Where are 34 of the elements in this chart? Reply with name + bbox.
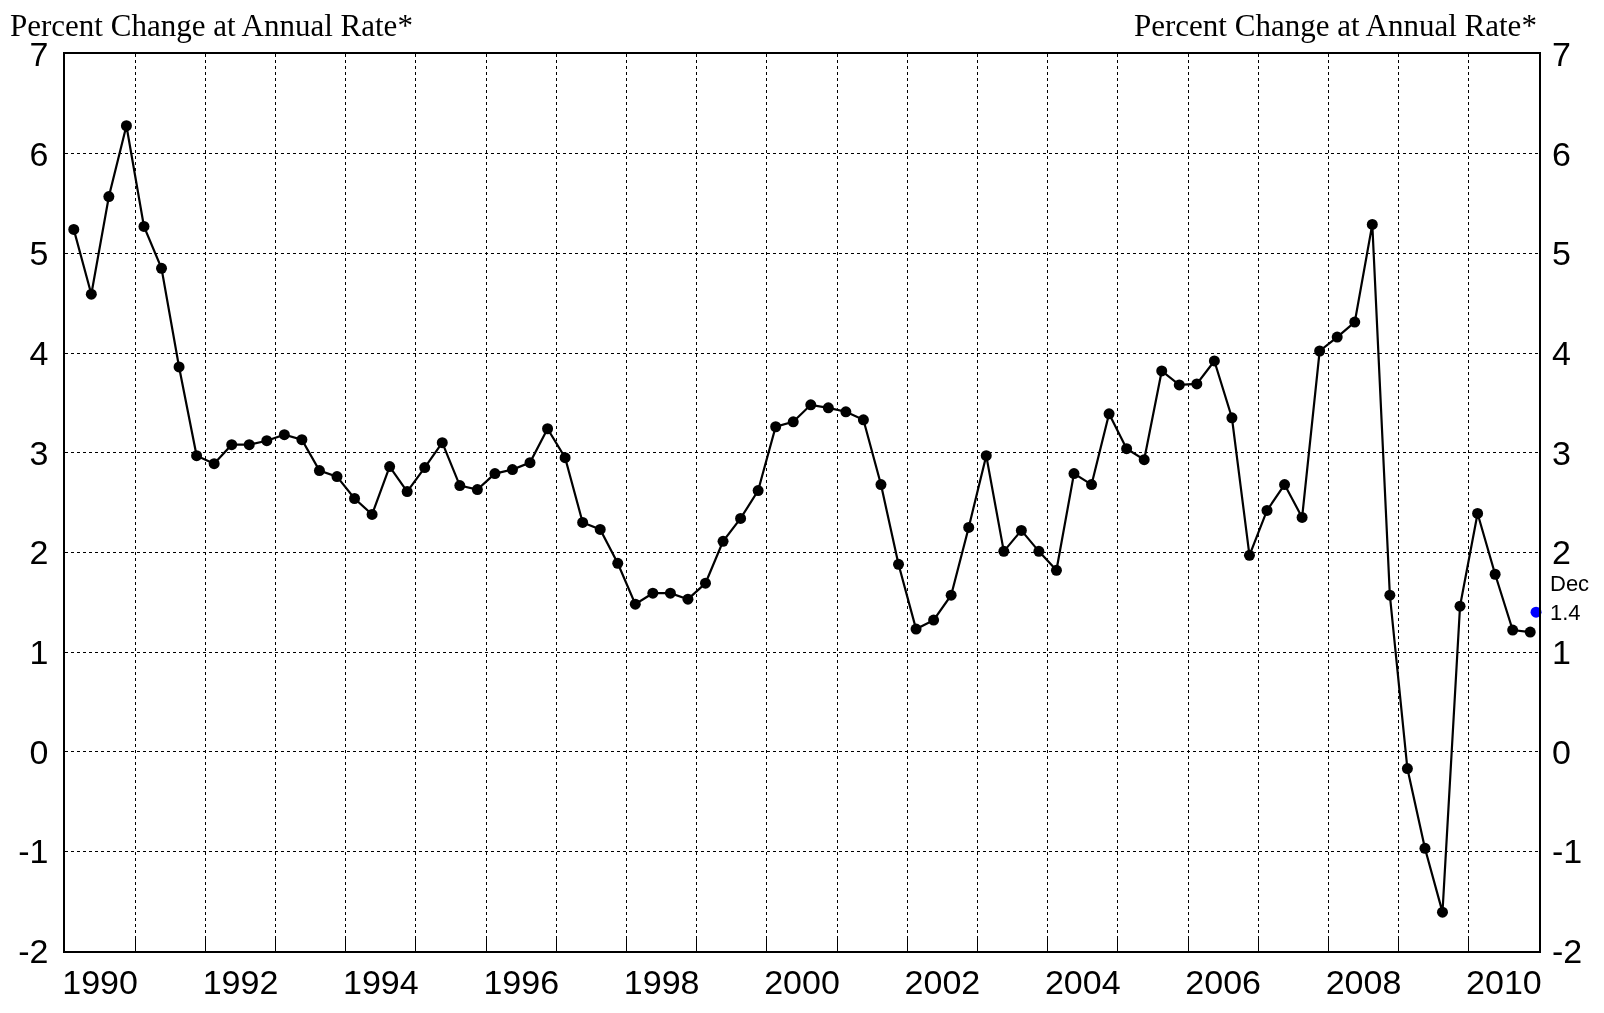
y2-tick-label: -1 — [1552, 832, 1583, 871]
y-tick-label: 3 — [29, 433, 49, 472]
y-tick-label: 4 — [29, 333, 49, 372]
y-tick-label: 2 — [29, 533, 49, 572]
x-tick-label: 1996 — [483, 962, 560, 1001]
x-tick-label: 2010 — [1466, 962, 1542, 1001]
y-tick-label: 0 — [29, 732, 49, 771]
y2-tick-label: 4 — [1552, 333, 1571, 372]
x-tick-label: 1998 — [623, 962, 700, 1001]
y2-tick-label: -2 — [1552, 931, 1583, 970]
x-tick-label: 2008 — [1325, 962, 1402, 1001]
y2-tick-label: 5 — [1552, 234, 1571, 273]
x-tick-label: 1992 — [202, 962, 279, 1001]
x-tick-label: 1990 — [62, 962, 138, 1001]
x-tick-label: 2004 — [1044, 962, 1121, 1001]
y2-tick-label: 6 — [1552, 134, 1571, 173]
y-axis-title: Percent Change at Annual Rate* — [10, 8, 413, 43]
annotation: Dec — [1550, 571, 1590, 596]
y2-tick-label: 7 — [1552, 34, 1571, 73]
x-tick-label: 2000 — [764, 962, 840, 1001]
y-tick-label: 1 — [29, 632, 49, 671]
x-tick-label: 2002 — [904, 962, 981, 1001]
y2-tick-label: 3 — [1552, 433, 1571, 472]
y-tick-label: 5 — [29, 234, 49, 273]
data-label: 1.4 — [1550, 600, 1581, 625]
x-tick-label: 1994 — [343, 962, 419, 1001]
y2-tick-label: 2 — [1552, 533, 1571, 572]
y2-axis-title: Percent Change at Annual Rate* — [1134, 8, 1537, 43]
y2-tick-label: 1 — [1552, 632, 1571, 671]
x-tick-label: 2006 — [1185, 962, 1261, 1001]
y-tick-label: -1 — [18, 832, 49, 871]
y2-tick-label: 0 — [1552, 732, 1571, 771]
y-tick-label: 6 — [29, 134, 49, 173]
y-tick-label: -2 — [18, 931, 49, 970]
